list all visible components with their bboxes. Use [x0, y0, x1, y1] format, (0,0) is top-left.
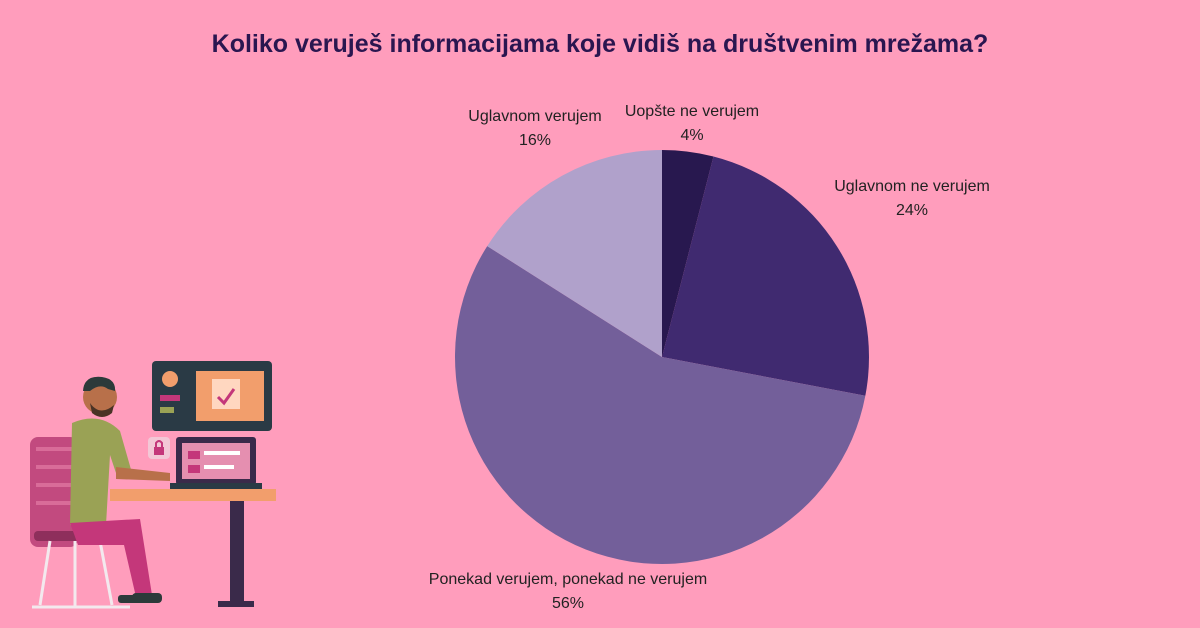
slice-value-label: 4% [680, 127, 703, 144]
slice-label: Uglavnom verujem [468, 108, 601, 125]
monitor-icon [152, 361, 272, 431]
pie-slice [662, 150, 714, 357]
laptop-icon [170, 437, 262, 489]
slice-label: Uglavnom ne verujem [834, 178, 990, 195]
person-icon [70, 376, 170, 603]
slice-value-label: 16% [519, 132, 551, 149]
pie-slice [487, 150, 662, 357]
slice-value-label: 24% [896, 202, 928, 219]
chart-title: Koliko veruješ informacijama koje vidiš … [211, 30, 989, 58]
pie-slice [454, 246, 866, 565]
slice-label: Uopšte ne verujem [625, 103, 759, 120]
slice-value-label: 56% [552, 595, 584, 612]
person-at-computer-illustration [30, 361, 276, 609]
desk-icon [110, 489, 276, 607]
pie-slice [662, 156, 869, 396]
lock-icon [148, 437, 170, 459]
slice-label: Ponekad verujem, ponekad ne verujem [429, 571, 707, 588]
